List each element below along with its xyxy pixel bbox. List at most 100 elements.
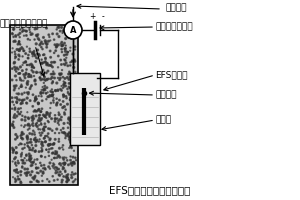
Point bbox=[50, 143, 55, 146]
Point bbox=[33, 83, 38, 86]
Point bbox=[60, 167, 65, 171]
Point bbox=[35, 101, 40, 104]
Point bbox=[52, 156, 56, 160]
Point bbox=[43, 42, 48, 45]
Point bbox=[63, 50, 68, 53]
Point bbox=[29, 75, 34, 79]
Point bbox=[67, 146, 72, 150]
Point bbox=[28, 158, 33, 161]
Point bbox=[49, 158, 54, 161]
Point bbox=[30, 119, 35, 122]
Point bbox=[36, 119, 41, 122]
Point bbox=[64, 97, 69, 100]
Point bbox=[11, 116, 16, 119]
Point bbox=[43, 140, 48, 143]
Point bbox=[68, 75, 73, 79]
Point bbox=[20, 166, 25, 169]
Point bbox=[14, 114, 19, 118]
Point bbox=[71, 129, 76, 132]
Point bbox=[72, 58, 77, 61]
Point bbox=[67, 29, 71, 32]
Point bbox=[65, 51, 70, 54]
Point bbox=[63, 175, 68, 179]
Point bbox=[34, 166, 39, 169]
Point bbox=[17, 49, 22, 52]
Point bbox=[56, 167, 61, 171]
Point bbox=[23, 52, 28, 55]
Point bbox=[73, 70, 78, 73]
Point bbox=[42, 53, 46, 56]
Point bbox=[16, 40, 21, 43]
Point bbox=[39, 118, 44, 121]
Point bbox=[15, 168, 20, 171]
Point bbox=[56, 54, 61, 58]
Point bbox=[42, 115, 47, 118]
Point bbox=[25, 123, 30, 127]
Point bbox=[52, 179, 57, 182]
Point bbox=[32, 99, 37, 103]
Point bbox=[72, 141, 76, 144]
Point bbox=[34, 34, 39, 37]
Point bbox=[14, 96, 19, 99]
Point bbox=[65, 87, 70, 90]
Point bbox=[33, 136, 38, 139]
Point bbox=[17, 98, 22, 102]
Point bbox=[62, 47, 67, 51]
Point bbox=[24, 30, 29, 33]
Point bbox=[43, 168, 48, 171]
Point bbox=[32, 52, 36, 55]
Point bbox=[52, 120, 57, 123]
Point bbox=[43, 87, 47, 90]
Text: 恒定的外加电压: 恒定的外加电压 bbox=[155, 22, 193, 31]
Point bbox=[32, 158, 37, 161]
Point bbox=[62, 156, 67, 159]
Point bbox=[46, 136, 51, 139]
Point bbox=[26, 116, 31, 119]
Point bbox=[10, 146, 15, 150]
Text: 待检的有负载的结构: 待检的有负载的结构 bbox=[0, 20, 48, 28]
Point bbox=[56, 154, 61, 157]
Point bbox=[54, 45, 59, 48]
Point bbox=[50, 32, 55, 35]
Point bbox=[61, 148, 66, 151]
Point bbox=[14, 164, 19, 167]
Point bbox=[70, 156, 75, 159]
Point bbox=[70, 105, 75, 109]
Point bbox=[65, 177, 70, 180]
Point bbox=[16, 53, 21, 57]
Point bbox=[36, 52, 41, 56]
Point bbox=[16, 68, 21, 71]
Point bbox=[62, 41, 67, 45]
Point bbox=[22, 98, 27, 101]
Point bbox=[30, 132, 34, 136]
Point bbox=[41, 81, 46, 84]
Point bbox=[44, 46, 49, 49]
Point bbox=[28, 50, 32, 53]
Text: 电解质: 电解质 bbox=[155, 116, 171, 124]
Point bbox=[49, 64, 53, 67]
Point bbox=[27, 171, 32, 174]
Point bbox=[37, 38, 42, 42]
Point bbox=[68, 119, 73, 123]
Point bbox=[45, 78, 50, 81]
Point bbox=[20, 151, 24, 154]
Point bbox=[48, 127, 52, 131]
Point bbox=[14, 66, 19, 69]
Point bbox=[11, 27, 16, 31]
Point bbox=[61, 62, 66, 66]
Point bbox=[51, 101, 56, 104]
Point bbox=[38, 114, 42, 117]
Point bbox=[40, 85, 45, 89]
Point bbox=[13, 40, 18, 43]
Point bbox=[44, 27, 49, 30]
Point bbox=[20, 79, 24, 82]
Point bbox=[57, 131, 62, 135]
Point bbox=[44, 148, 49, 151]
Point bbox=[47, 115, 52, 118]
Point bbox=[31, 110, 36, 113]
Point bbox=[61, 95, 66, 98]
Point bbox=[16, 177, 21, 181]
Point bbox=[40, 144, 45, 147]
Point bbox=[20, 118, 24, 121]
Point bbox=[37, 108, 41, 111]
